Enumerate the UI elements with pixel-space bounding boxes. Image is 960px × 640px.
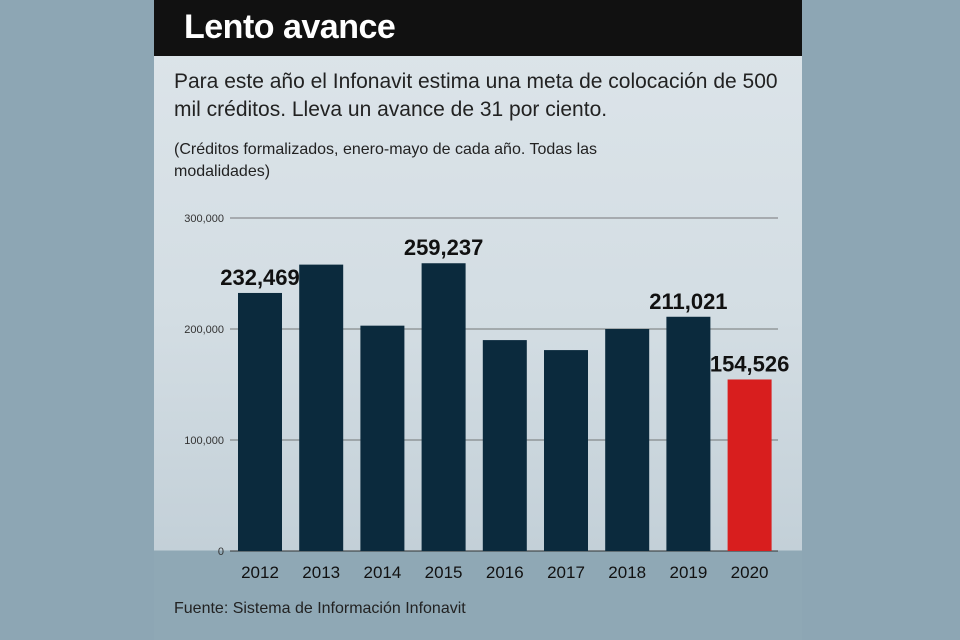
bar [605,329,650,551]
chart-note: (Créditos formalizados, enero-mayo de ca… [174,141,598,180]
bar [238,292,282,551]
title-bar: Lento avance [154,0,802,56]
data-label: 259,237 [404,235,484,260]
x-tick-label: 2020 [731,563,769,582]
x-tick-label: 2012 [241,563,279,582]
bar [421,263,466,551]
data-label: 232,469 [220,265,300,290]
bar [360,325,405,551]
y-tick-label: 0 [218,546,224,558]
y-tick-label: 300,000 [184,213,224,225]
source-note: Fuente: Sistema de Información Infonavit [174,600,466,617]
x-tick-label: 2016 [486,563,524,582]
x-tick-label: 2017 [547,563,585,582]
y-tick-label: 100,000 [184,435,224,447]
x-tick-label: 2019 [669,563,707,582]
bar [482,340,527,551]
infographic-panel: Lento avance Para este año el Infonavit … [154,0,802,640]
bar [666,316,711,551]
chart-title: Lento avance [184,8,396,46]
data-label: 211,021 [649,289,727,314]
x-tick-label: 2015 [425,563,463,582]
bar-chart: 0 100,000 200,000 300,000 2012 232,469 2013 201… [184,213,790,582]
bar [299,264,344,551]
x-tick-label: 2013 [302,563,340,582]
bar [544,350,588,551]
chart-description: Para este año el Infonavit estima una me… [174,70,778,121]
x-tick-label: 2018 [608,563,646,582]
x-tick-label: 2014 [363,563,401,582]
data-label: 154,526 [710,351,790,376]
bar [727,379,772,551]
y-tick-label: 200,000 [184,324,224,336]
